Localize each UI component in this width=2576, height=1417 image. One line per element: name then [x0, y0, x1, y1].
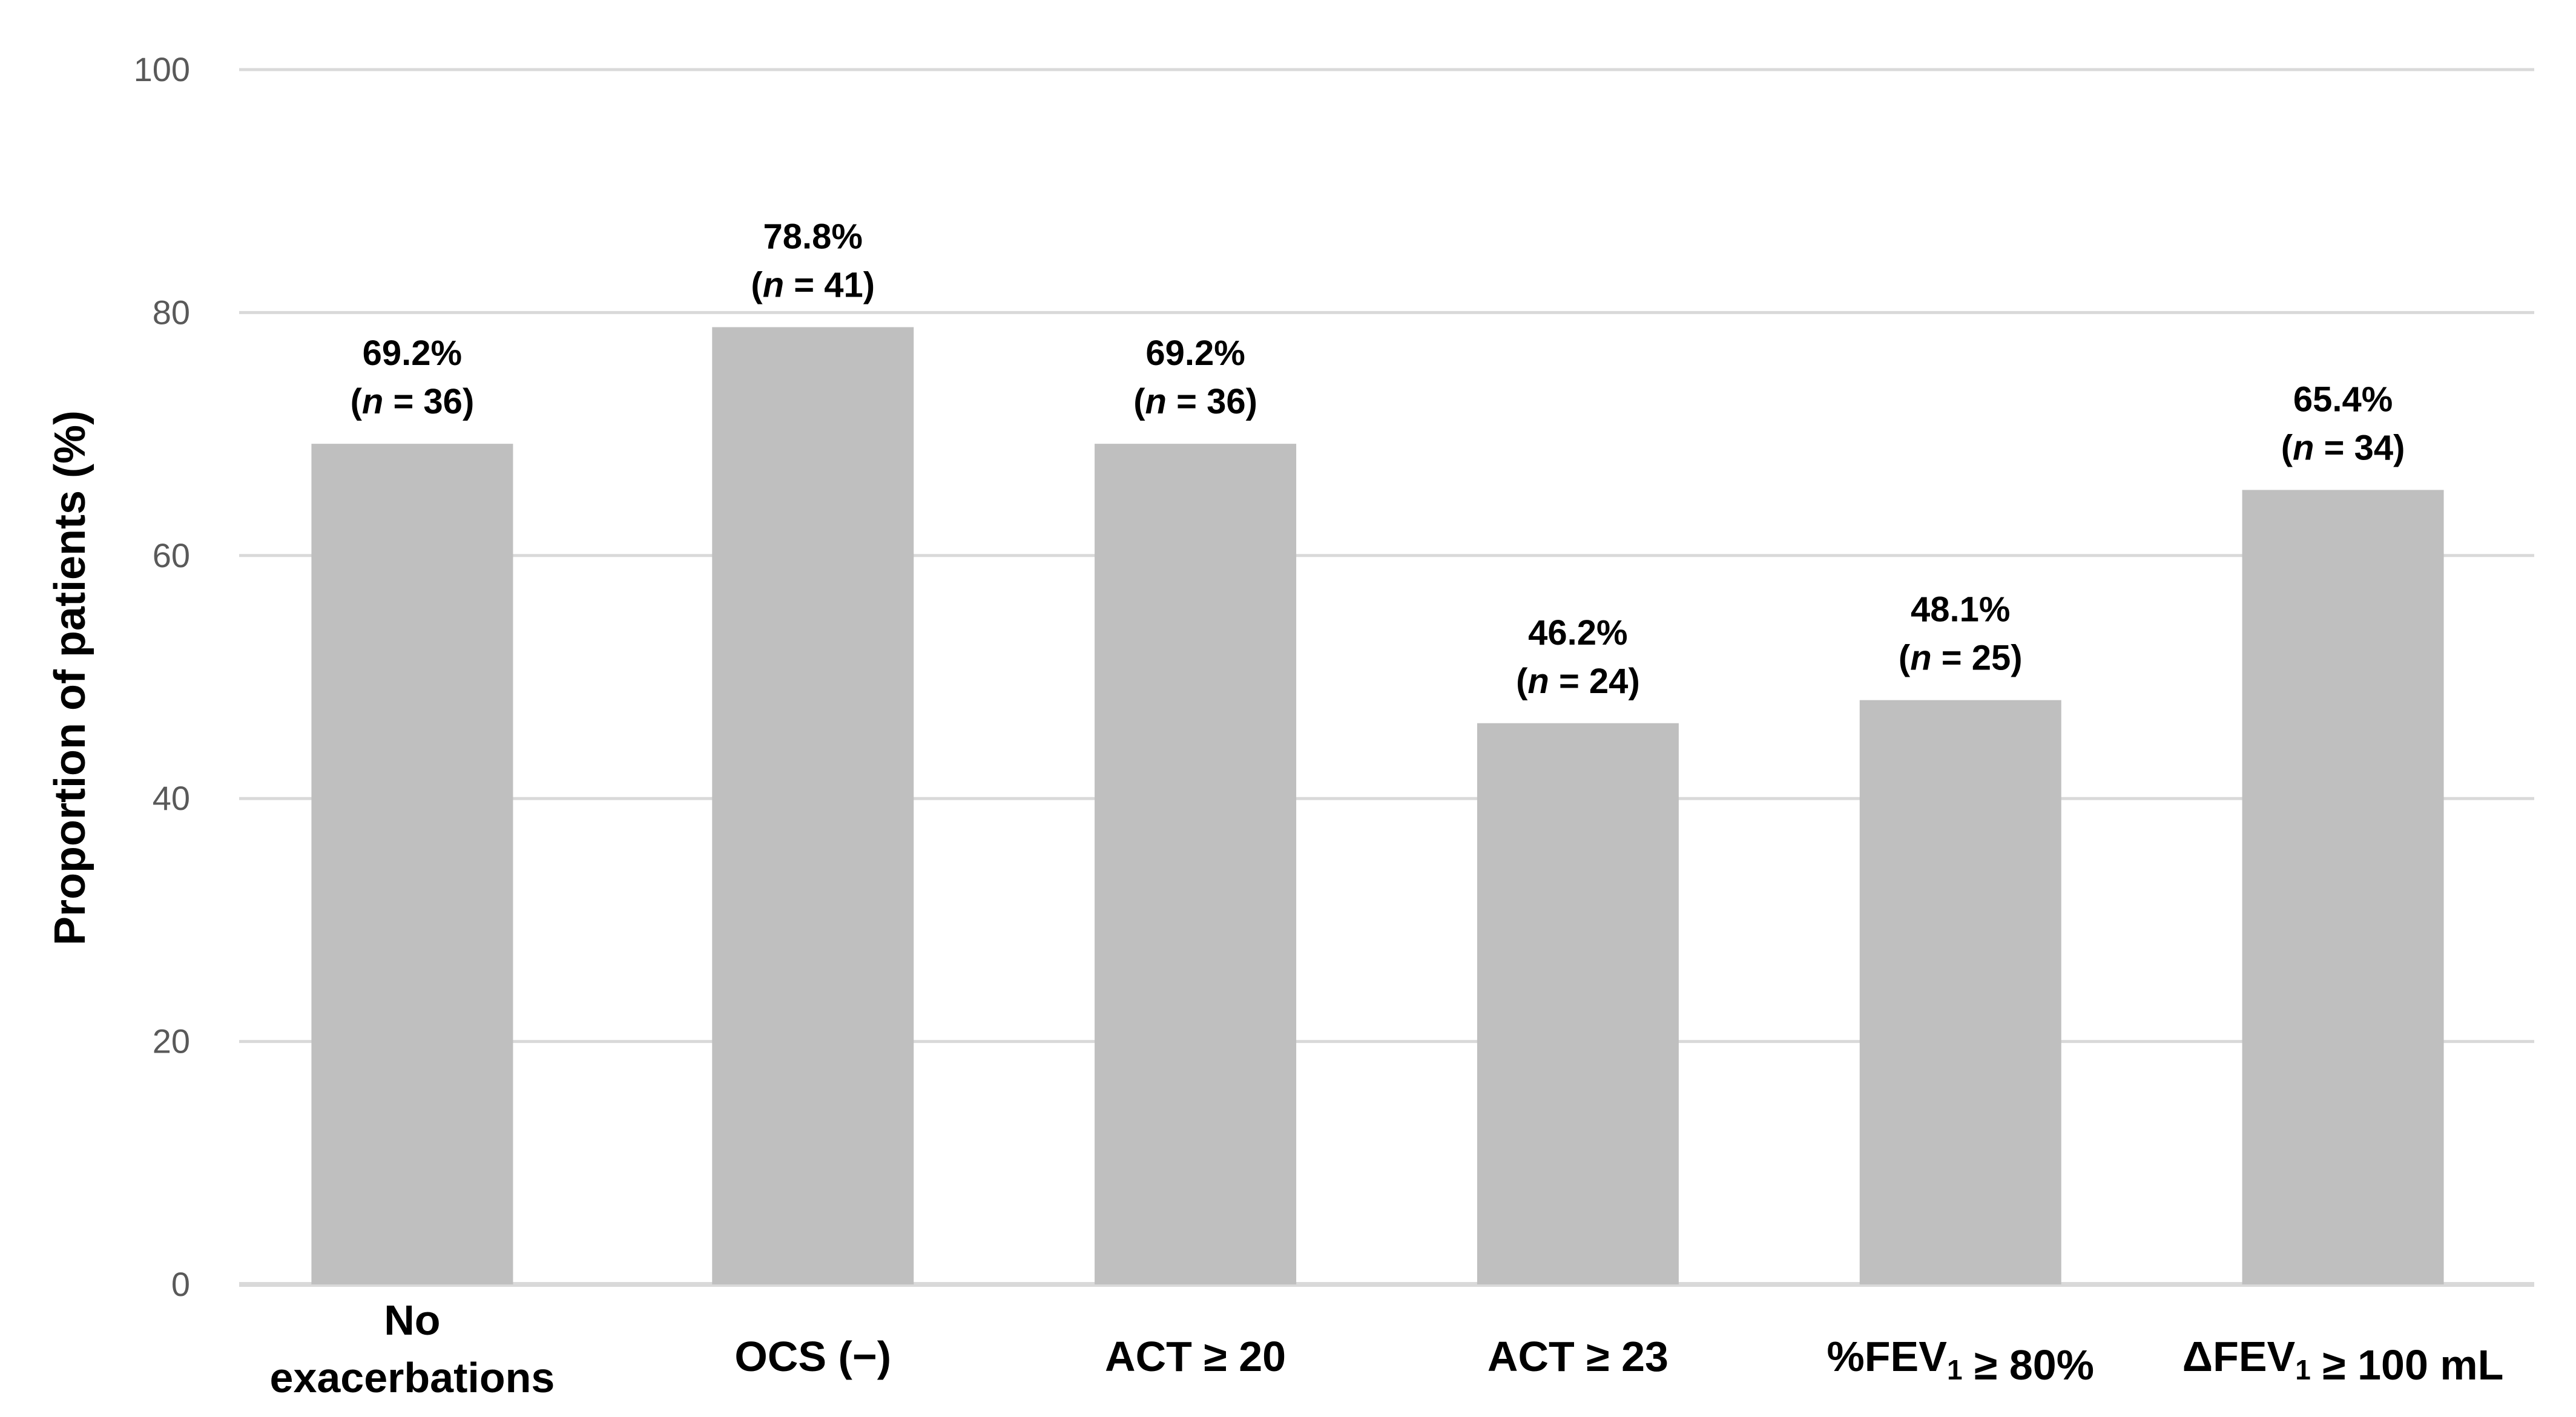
value-label: 78.8% [763, 217, 863, 256]
value-labels: 69.2% (n = 36) 78.8% (n = 41) 69.2% (n = 36) 4… [351, 217, 2405, 700]
y-axis-label: Proportion of patients (%) [46, 410, 94, 945]
category-label: exacerbations [270, 1354, 555, 1401]
value-label: 46.2% [1528, 613, 1627, 653]
y-tick-label: 60 [153, 536, 190, 574]
n-label: (n = 36) [351, 382, 475, 421]
y-tick-label: 0 [171, 1265, 190, 1303]
y-tick-label: 20 [153, 1022, 190, 1060]
category-label: ACT ≥ 20 [1105, 1333, 1286, 1380]
bar [2242, 490, 2444, 1284]
y-tick-label: 40 [153, 779, 190, 817]
value-label: 69.2% [1145, 334, 1245, 373]
category-label: ACT ≥ 23 [1487, 1333, 1668, 1380]
value-label: 48.1% [1911, 590, 2010, 630]
category-label: No [384, 1297, 440, 1344]
n-label: (n = 25) [1899, 639, 2023, 678]
category-label: %FEV1 ≥ 80% [1827, 1333, 2094, 1389]
value-label: 69.2% [363, 334, 462, 373]
bar [1859, 700, 2061, 1284]
bar [712, 327, 914, 1284]
n-label: (n = 36) [1133, 382, 1257, 421]
n-label: (n = 24) [1516, 662, 1640, 701]
y-tick-label: 80 [153, 293, 190, 331]
category-label: OCS (−) [734, 1333, 891, 1380]
y-tick-labels: 0 20 40 60 80 100 [134, 50, 190, 1303]
category-label: ΔFEV1 ≥ 100 mL [2182, 1333, 2504, 1389]
value-label: 65.4% [2293, 380, 2393, 419]
n-label: (n = 41) [751, 265, 875, 304]
bar [1477, 723, 1679, 1284]
n-label: (n = 34) [2281, 428, 2405, 467]
y-tick-label: 100 [134, 50, 190, 88]
bar [311, 444, 513, 1284]
category-labels: No exacerbations OCS (−) ACT ≥ 20 ACT ≥ 23 %F… [270, 1297, 2504, 1401]
gridlines [239, 68, 2534, 1287]
bar [1095, 444, 1297, 1284]
bars [311, 327, 2444, 1284]
